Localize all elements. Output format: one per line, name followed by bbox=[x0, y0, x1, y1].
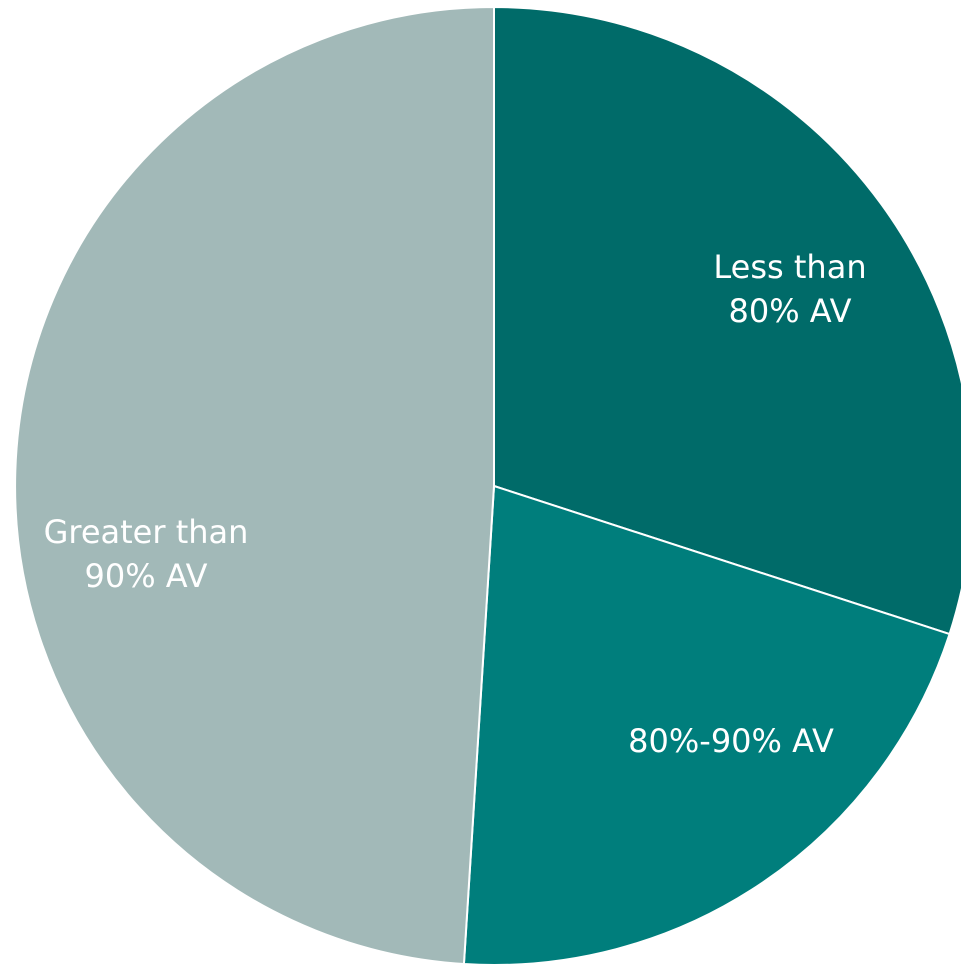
pie-slice-3 bbox=[14, 6, 495, 965]
slice-label-line: Less than bbox=[713, 248, 867, 286]
slice-label-line: 80% AV bbox=[728, 292, 852, 330]
slice-label-2: 80%-90% AV bbox=[628, 719, 834, 763]
slice-label-line: Greater than bbox=[43, 513, 249, 551]
pie-slice-2 bbox=[462, 485, 951, 965]
pie-slice-1 bbox=[493, 6, 961, 636]
slice-label-1: Less than 80% AV bbox=[713, 245, 866, 333]
slice-label-line: 90% AV bbox=[84, 557, 208, 595]
slice-label-3: Greater than 90% AV bbox=[44, 510, 249, 598]
slice-label-line: 80%-90% AV bbox=[628, 722, 834, 760]
